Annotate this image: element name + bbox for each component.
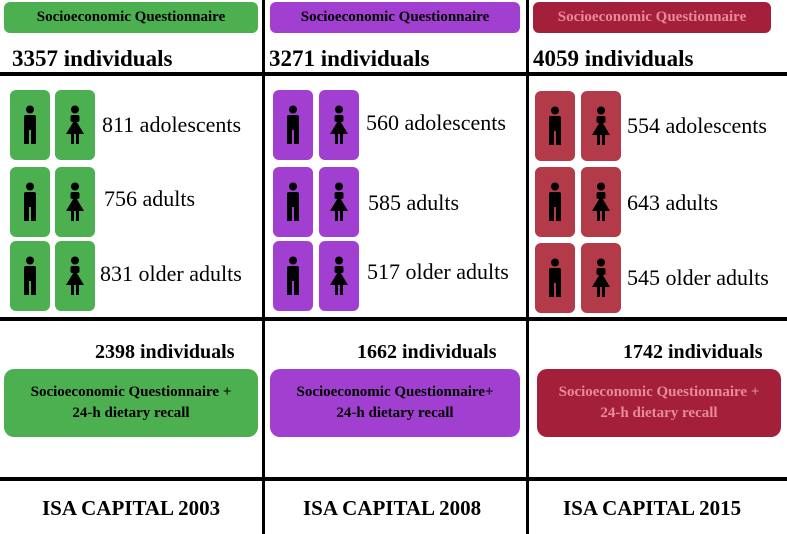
- male-tile: [535, 243, 575, 313]
- female-tile: [55, 241, 95, 311]
- group-label: 560 adolescents: [366, 110, 506, 135]
- column-divider-1: [262, 0, 265, 534]
- recall-total-individuals: 1742 individuals: [623, 341, 763, 363]
- female-figure-icon: [592, 106, 610, 145]
- female-tile: [55, 90, 95, 160]
- survey-label: ISA CAPITAL 2008: [303, 496, 482, 520]
- male-figure-icon: [549, 258, 561, 297]
- survey-label: ISA CAPITAL 2003: [42, 496, 221, 520]
- total-individuals: 3357 individuals: [12, 46, 173, 71]
- female-tile: [55, 167, 95, 237]
- male-tile: [10, 90, 50, 160]
- recall-line-1: Socioeconomic Questionnaire+: [296, 384, 494, 400]
- header-divider: [0, 72, 787, 76]
- male-figure-icon: [24, 182, 36, 221]
- female-tile: [319, 90, 359, 160]
- survey-column-2008: Socioeconomic Questionnaire 3271 individ…: [265, 0, 526, 534]
- recall-line-1: Socioeconomic Questionnaire +: [30, 384, 232, 400]
- group-label: 517 older adults: [367, 259, 509, 284]
- group-label: 585 adults: [368, 190, 460, 215]
- male-tile: [273, 90, 313, 160]
- recall-total-individuals: 1662 individuals: [357, 341, 497, 363]
- questionnaire-label: Socioeconomic Questionnaire: [557, 9, 747, 25]
- group-label: 554 adolescents: [627, 113, 767, 138]
- female-tile: [319, 167, 359, 237]
- female-tile: [581, 91, 621, 161]
- total-individuals: 4059 individuals: [533, 46, 694, 71]
- questionnaire-label: Socioeconomic Questionnaire: [300, 9, 490, 25]
- column-divider-2: [526, 0, 529, 534]
- recall-total-individuals: 2398 individuals: [95, 341, 235, 363]
- recall-line-2: 24-h dietary recall: [600, 405, 718, 421]
- female-tile: [581, 167, 621, 237]
- female-figure-icon: [330, 182, 348, 221]
- group-label: 545 older adults: [627, 265, 769, 290]
- middle-divider: [0, 317, 787, 321]
- female-figure-icon: [330, 105, 348, 144]
- group-label: 643 adults: [627, 190, 719, 215]
- male-figure-icon: [24, 256, 36, 295]
- female-figure-icon: [592, 182, 610, 221]
- survey-column-2003: Socioeconomic Questionnaire 3357 individ…: [0, 0, 262, 534]
- male-tile: [10, 167, 50, 237]
- total-individuals: 3271 individuals: [269, 46, 430, 71]
- group-label: 756 adults: [104, 186, 196, 211]
- male-figure-icon: [287, 256, 299, 295]
- group-label: 831 older adults: [100, 261, 242, 286]
- male-figure-icon: [287, 182, 299, 221]
- recall-box: Socioeconomic Questionnaire + 24-h dieta…: [4, 369, 258, 437]
- female-tile: [581, 243, 621, 313]
- footer-divider: [0, 477, 787, 481]
- questionnaire-box: Socioeconomic Questionnaire: [4, 2, 258, 33]
- male-tile: [273, 167, 313, 237]
- female-figure-icon: [66, 182, 84, 221]
- male-tile: [10, 241, 50, 311]
- recall-line-2: 24-h dietary recall: [72, 405, 190, 421]
- male-figure-icon: [549, 182, 561, 221]
- female-figure-icon: [592, 258, 610, 297]
- male-figure-icon: [24, 105, 36, 144]
- male-figure-icon: [287, 105, 299, 144]
- questionnaire-box: Socioeconomic Questionnaire: [533, 2, 771, 33]
- female-figure-icon: [66, 105, 84, 144]
- male-figure-icon: [549, 106, 561, 145]
- recall-line-1: Socioeconomic Questionnaire +: [558, 384, 760, 400]
- male-tile: [273, 241, 313, 311]
- male-tile: [535, 91, 575, 161]
- survey-label: ISA CAPITAL 2015: [563, 496, 742, 520]
- female-figure-icon: [330, 256, 348, 295]
- questionnaire-label: Socioeconomic Questionnaire: [36, 9, 226, 25]
- female-figure-icon: [66, 256, 84, 295]
- recall-line-2: 24-h dietary recall: [336, 405, 454, 421]
- group-label: 811 adolescents: [102, 112, 242, 137]
- questionnaire-box: Socioeconomic Questionnaire: [270, 2, 520, 33]
- male-tile: [535, 167, 575, 237]
- survey-column-2015: Socioeconomic Questionnaire 4059 individ…: [529, 0, 787, 534]
- female-tile: [319, 241, 359, 311]
- recall-box: Socioeconomic Questionnaire+ 24-h dietar…: [270, 369, 520, 437]
- recall-box: Socioeconomic Questionnaire + 24-h dieta…: [537, 369, 781, 437]
